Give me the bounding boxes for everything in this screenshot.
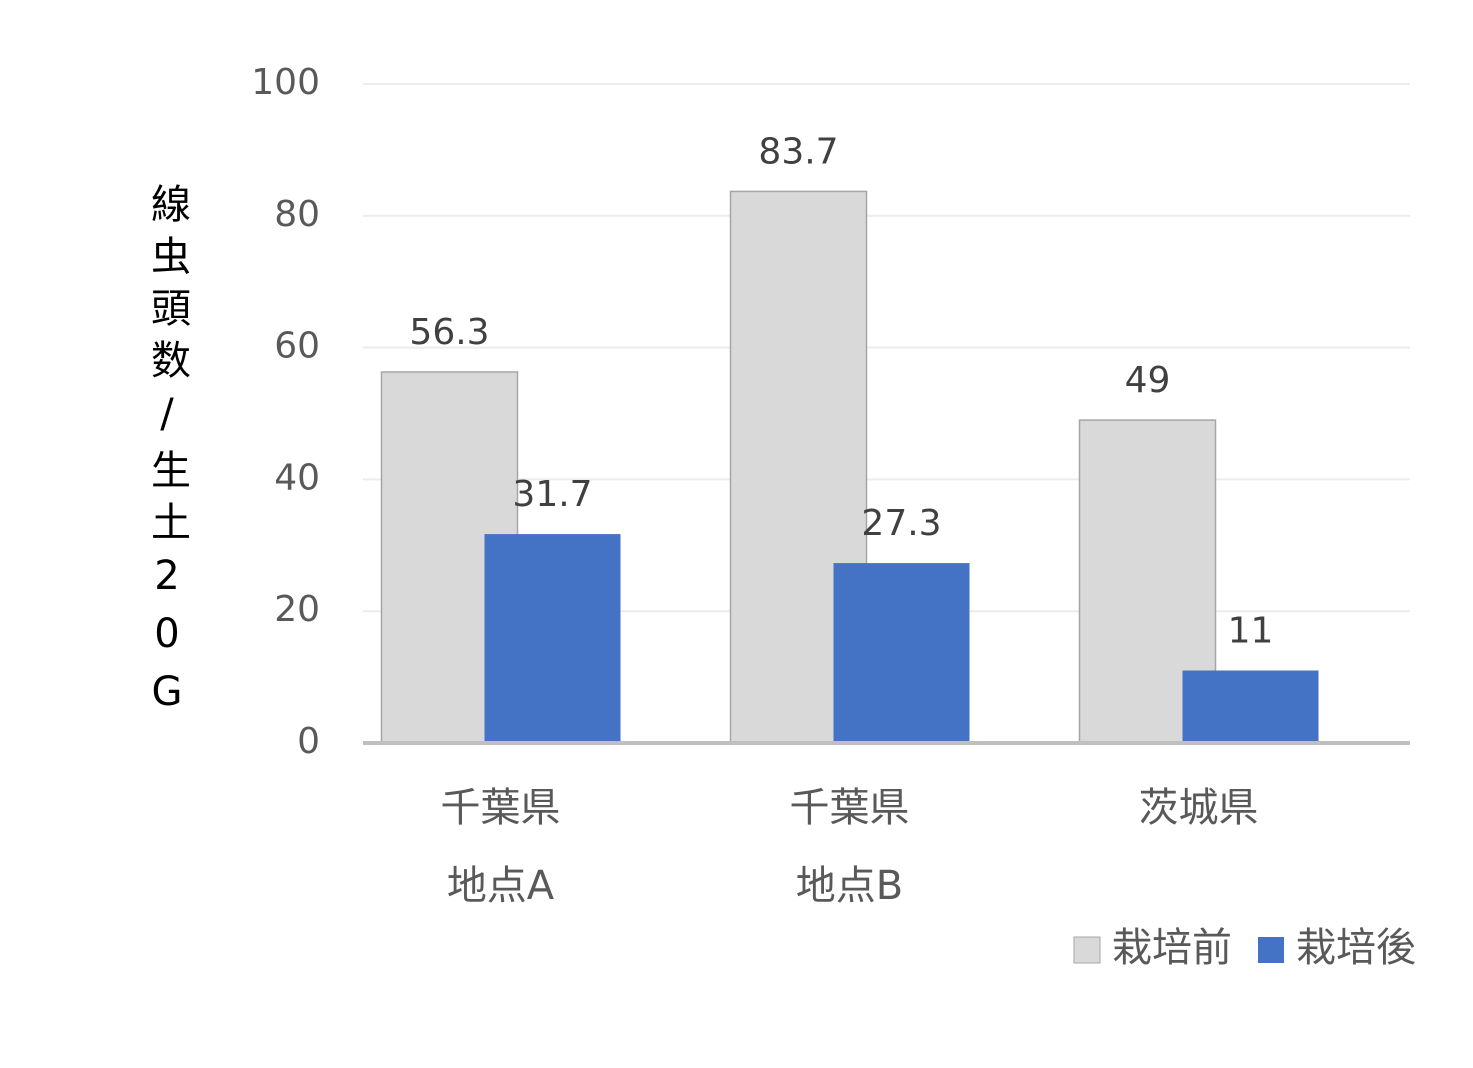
legend-label: 栽培前 bbox=[1112, 925, 1232, 971]
bar bbox=[833, 563, 970, 743]
value-label: 49 bbox=[1125, 360, 1171, 401]
y-axis-label: 線虫頭数/生土20G bbox=[144, 183, 190, 727]
bar bbox=[1182, 670, 1319, 743]
value-label: 83.7 bbox=[758, 131, 838, 172]
x-tick-label: 地点B bbox=[796, 863, 903, 909]
x-tick-label: 茨城県 bbox=[1139, 785, 1259, 831]
value-label: 31.7 bbox=[512, 474, 592, 515]
bar bbox=[484, 534, 621, 743]
legend-label: 栽培後 bbox=[1296, 925, 1416, 971]
legend-swatch bbox=[1073, 936, 1101, 964]
y-tick-label: 20 bbox=[274, 589, 320, 630]
legend-swatch bbox=[1258, 937, 1284, 963]
value-label: 11 bbox=[1228, 611, 1274, 652]
value-label: 56.3 bbox=[409, 312, 489, 353]
value-label: 27.3 bbox=[861, 503, 941, 544]
y-tick-label: 40 bbox=[274, 457, 320, 498]
y-tick-label: 100 bbox=[251, 62, 320, 103]
x-tick-label: 地点A bbox=[447, 863, 555, 909]
y-tick-label: 60 bbox=[274, 326, 320, 367]
y-tick-label: 80 bbox=[274, 194, 320, 235]
y-tick-label: 0 bbox=[297, 721, 320, 762]
x-tick-label: 千葉県 bbox=[441, 785, 561, 831]
x-tick-label: 千葉県 bbox=[790, 785, 910, 831]
